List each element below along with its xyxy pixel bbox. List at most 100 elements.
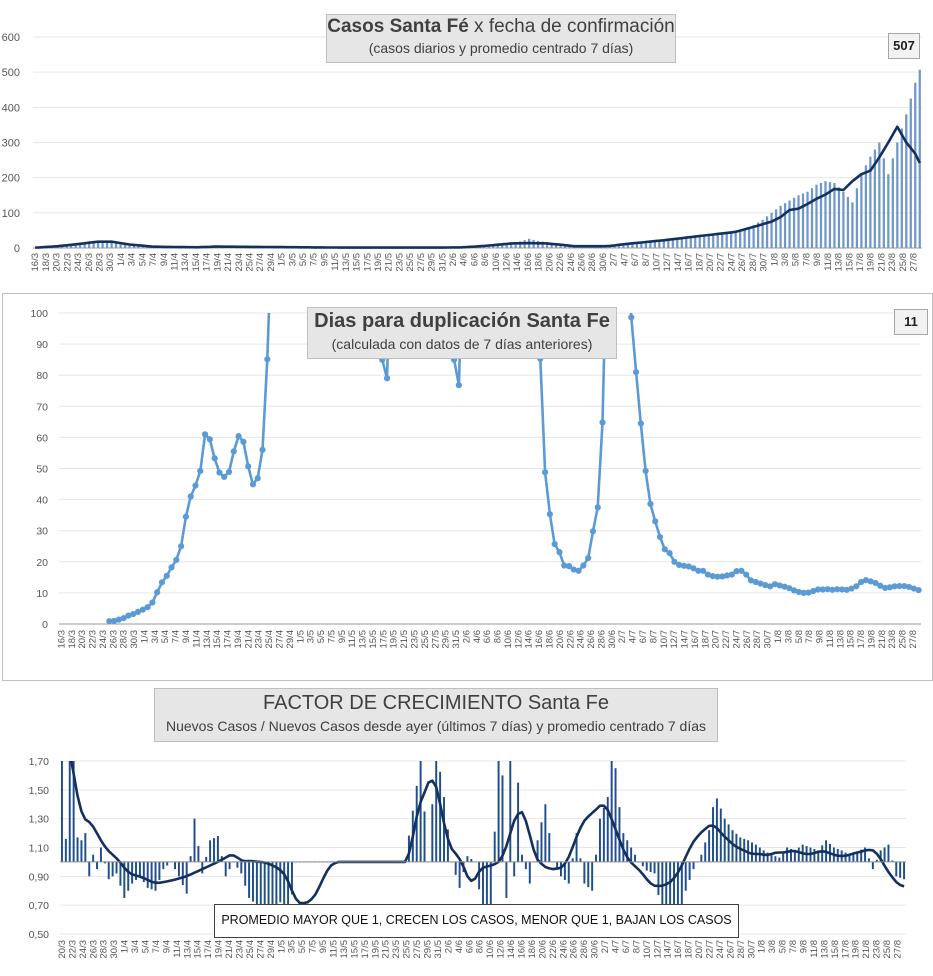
doubling-days-point [642,467,649,475]
doubling-days-point [637,420,644,427]
growth-factor-bar [762,850,765,862]
doubling-days-point [585,554,592,562]
growth-factor-bar [255,861,258,906]
doubling-days-x-tick: 1/4 [139,630,150,643]
doubling-days-x-tick: 13/5 [358,630,369,649]
growth-factor-y-tick: 1,10 [29,843,50,855]
daily-cases-bar [707,234,710,248]
doubling-days-point [130,610,137,618]
daily-cases-x-tick: 11/8 [823,253,834,271]
growth-factor-bar [680,861,683,909]
daily-cases-bar [554,243,558,248]
daily-cases-x-tick: 22/6 [555,253,566,272]
daily-cases-x-tick: 26/7 [737,253,748,272]
growth-factor-bar [871,861,874,870]
growth-factor-bar [751,842,753,862]
growth-factor-x-tick: 14/6 [506,940,517,959]
doubling-days-x-tick: 23/4 [254,630,265,649]
daily-cases-bar [788,200,791,248]
doubling-days-x-tick: 23/8 [887,630,898,649]
doubling-days-point [652,518,659,525]
daily-cases-bar [748,226,751,248]
growth-factor-bar [174,861,176,870]
doubling-days-point [853,583,860,590]
daily-cases-bar [765,216,769,248]
doubling-days-point [747,577,755,584]
doubling-days-point [134,608,142,615]
doubling-days-point [695,567,702,574]
growth-factor-bar [458,861,461,888]
growth-factor-x-tick: 7/8 [788,940,799,953]
growth-factor-x-tick: 25/8 [882,940,893,959]
doubling-days-x-tick: 18/3 [67,630,78,649]
daily-cases-bar [65,245,68,248]
daily-cases-bar [694,235,697,248]
growth-factor-bar [813,848,816,862]
doubling-days-point [551,540,558,548]
doubling-days-point [848,585,855,592]
doubling-days-x-tick: 20/6 [555,630,566,649]
daily-cases-y-tick: 0 [14,243,20,255]
growth-factor-x-tick: 16/6 [517,940,528,959]
doubling-days-y-tick: 40 [36,495,48,507]
growth-factor-x-tick: 4/7 [611,940,622,953]
growth-factor-bar [903,861,906,880]
daily-cases-x-tick: 22/3 [62,253,73,272]
daily-cases-x-tick: 26/3 [84,253,95,272]
growth-factor-bar [435,761,438,862]
daily-cases-x-tick: 11/5 [330,253,341,271]
growth-factor-series [60,761,906,932]
doubling-days-x-tick: 16/6 [534,630,545,649]
doubling-days-x-tick: 5/4 [160,630,171,643]
daily-cases-x-tick: 14/7 [673,253,684,272]
growth-factor-bar [645,861,648,871]
growth-factor-x-tick: 26/3 [88,940,99,959]
growth-factor-bar [213,838,215,862]
doubling-days-point [259,446,266,453]
doubling-days-x-tick: 19/8 [866,630,877,649]
daily-cases-title-bold: Casos Santa Fé [327,16,469,37]
daily-cases-x-tick: 5/8 [791,253,802,266]
daily-cases-x-tick: 24/3 [73,253,84,272]
growth-factor-bar [287,861,290,927]
doubling-days-point [589,528,597,535]
doubling-days-point [819,586,826,593]
daily-cases-title-rest: x fecha de confirmación [474,16,675,37]
growth-factor-x-tick: 18/6 [527,940,538,959]
growth-factor-bar [598,818,601,862]
growth-factor-x-tick: 2/6 [443,940,454,953]
growth-factor-x-tick: 7/5 [308,940,319,953]
growth-factor-bar [419,761,422,862]
doubling-days-x-tick: 28/7 [752,630,763,649]
daily-cases-bar [123,243,127,248]
daily-cases-bar [891,158,894,248]
growth-factor-bar [252,861,254,902]
growth-factor-bar [591,861,594,891]
doubling-days-x-tick: 8/7 [648,630,659,643]
daily-cases-x-tick: 15/4 [191,253,202,272]
doubling-days-point [383,375,391,382]
growth-factor-x-tick: 24/6 [558,940,569,959]
daily-cases-bar [739,229,742,248]
doubling-days-point [168,564,175,571]
doubling-days-x-tick: 9/4 [181,630,192,643]
daily-cases-x-tick: 29/4 [266,253,277,272]
growth-factor-bar [610,761,613,862]
daily-cases-bar [833,182,836,248]
growth-factor-bar [556,861,559,870]
daily-cases-bar [887,174,890,248]
growth-factor-y-tick: 1,50 [29,785,50,797]
growth-factor-bar [127,861,130,891]
growth-factor-x-tick: 23/4 [235,940,246,959]
growth-factor-bar [528,861,531,884]
daily-cases-x-tick: 6/6 [469,253,480,266]
daily-cases-bar [519,241,522,248]
growth-factor-bar [68,761,71,862]
doubling-days-x-tick: 25/4 [264,630,275,649]
growth-factor-bar [158,861,161,880]
growth-factor-x-tick: 29/5 [423,940,434,959]
doubling-days-x-tick: 23/5 [410,630,421,649]
doubling-days-x-tick: 6/6 [482,630,493,643]
growth-factor-x-tick: 6/6 [464,940,475,953]
